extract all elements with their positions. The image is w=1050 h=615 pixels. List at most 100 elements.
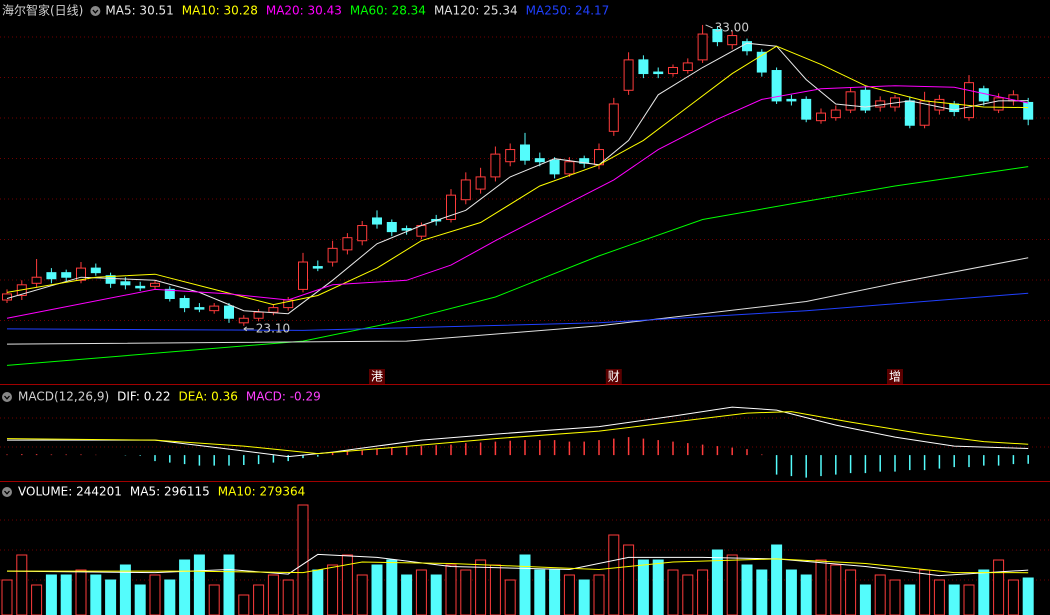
volume-bar — [45, 574, 57, 615]
volume-bar — [637, 559, 649, 615]
candle-body — [875, 100, 886, 108]
volume-bar — [741, 564, 753, 615]
candle-body — [668, 66, 678, 75]
volume-bar — [1, 579, 13, 615]
ma-line — [6, 45, 1029, 306]
volume-bar — [282, 579, 294, 615]
candle-body — [490, 153, 501, 178]
menu-icon — [2, 392, 12, 402]
volume-bar — [90, 574, 102, 615]
volume-bar — [149, 574, 161, 615]
candle-body — [505, 149, 516, 163]
volume-bar — [711, 549, 723, 615]
volume-bar — [445, 564, 457, 615]
volume-bar — [489, 564, 501, 615]
legend-entry: DIF: 0.22 — [117, 390, 170, 404]
candle-body — [179, 297, 190, 309]
candle-body — [31, 276, 42, 284]
volume-bar — [830, 564, 842, 615]
volume-bar — [682, 574, 694, 615]
candle-body — [327, 247, 338, 263]
volume-bar — [16, 554, 28, 615]
candle-body — [816, 112, 826, 122]
volume-bar — [312, 569, 324, 615]
candle-body — [978, 88, 989, 102]
candle-body — [46, 272, 57, 280]
event-badge — [369, 369, 385, 384]
legend-entry: MA250: 24.17 — [526, 4, 610, 18]
volume-bar — [253, 584, 265, 615]
candle-body — [934, 98, 945, 111]
candle-body — [61, 272, 72, 278]
candle-body — [520, 144, 530, 161]
volume-bar — [563, 574, 575, 615]
event-label: 港 — [371, 370, 383, 384]
volume-bar — [933, 579, 945, 615]
legend-entry: MACD: -0.29 — [246, 390, 321, 404]
volume-bar — [341, 554, 353, 615]
volume-bar — [297, 504, 309, 615]
ma-line — [7, 406, 1029, 458]
volume-bar — [164, 579, 176, 615]
volume-bar — [993, 559, 1005, 615]
candle-body — [564, 161, 575, 175]
candle-body — [830, 109, 841, 119]
menu-icon-arrow — [4, 490, 10, 495]
candle-body — [238, 317, 249, 324]
ma-line — [6, 553, 1029, 577]
candle-body — [608, 103, 619, 132]
volume-bar — [919, 569, 931, 615]
ma-line — [6, 85, 1029, 319]
candle-body — [712, 28, 723, 43]
candle-body — [549, 159, 560, 175]
event-label: 增 — [889, 370, 901, 384]
volume-bar — [889, 579, 901, 615]
candle-body — [756, 51, 767, 73]
volume-bar — [859, 584, 871, 615]
annotation-arrow — [705, 24, 713, 29]
legend-entry: MA10: 279364 — [218, 485, 306, 499]
candle-body — [697, 33, 708, 61]
volume-bar — [31, 584, 43, 615]
candle-body — [90, 267, 101, 274]
volume-bar — [948, 584, 960, 615]
candle-body — [860, 89, 871, 111]
volume-bar — [978, 569, 990, 615]
legend-entry: DEA: 0.36 — [178, 390, 237, 404]
volume-bar — [549, 569, 561, 615]
candle-body — [771, 70, 782, 102]
volume-bar — [193, 554, 205, 615]
candle-body — [638, 59, 649, 75]
candle-body — [475, 176, 486, 190]
volume-bar — [756, 569, 768, 615]
volume-bar — [401, 574, 413, 615]
candle-body — [653, 71, 664, 75]
volume-bar — [356, 574, 368, 615]
annotation: 23.10 — [256, 321, 290, 335]
candle-body — [460, 179, 471, 201]
volume-bar — [963, 584, 975, 615]
volume-bar — [267, 574, 279, 615]
volume-bar — [327, 564, 339, 615]
candle-body — [964, 82, 974, 119]
panel-title: VOLUME: 244201 — [18, 485, 122, 499]
volume-bar — [371, 564, 383, 615]
annotation: 33.00 — [715, 20, 749, 34]
ma-line — [7, 558, 1029, 574]
volume-bar — [208, 584, 220, 615]
volume-bar — [904, 584, 916, 615]
legend-entry: MA5: 296115 — [130, 485, 210, 499]
candle-body — [357, 225, 368, 242]
candle-body — [1023, 101, 1034, 120]
menu-icon-arrow — [4, 395, 10, 400]
volume-bar — [697, 569, 709, 615]
candle-body — [120, 281, 131, 286]
candle-body — [342, 237, 353, 251]
volume-bar — [1022, 577, 1034, 615]
candle-body — [845, 91, 856, 111]
candle-body — [446, 194, 456, 220]
candle-body — [105, 275, 116, 284]
candle-body — [312, 266, 323, 269]
